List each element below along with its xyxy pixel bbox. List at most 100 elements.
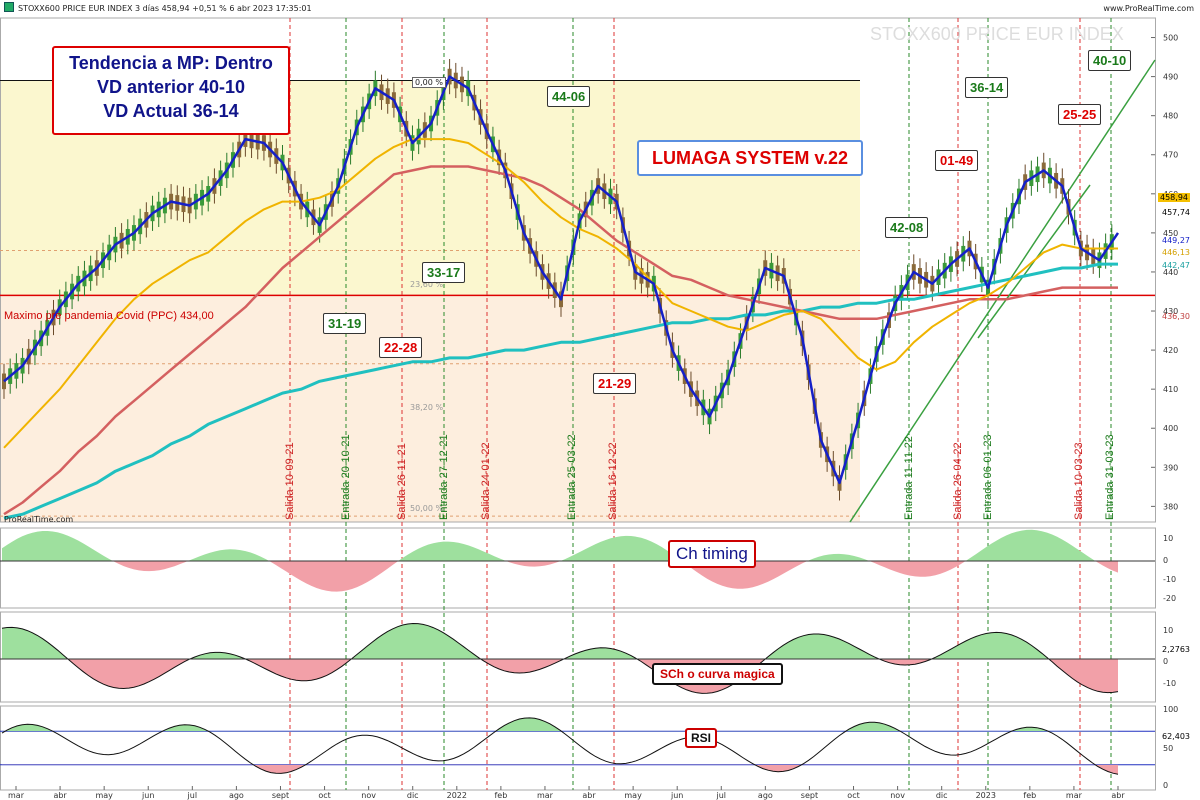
y-tick-label-4: 420 <box>1163 346 1178 355</box>
y-tick-label-6: 440 <box>1163 268 1178 277</box>
footer-brand: ProRealTime.com <box>4 515 74 524</box>
signal-label-7: Salida 16-12-22 <box>607 442 619 520</box>
x-tick-label-23: feb <box>1023 791 1036 800</box>
trendline-1 <box>849 59 1156 523</box>
score-label-6: 42-08 <box>885 217 929 238</box>
ch-axis-0: 10 <box>1163 534 1173 543</box>
rsi-line <box>1 717 1119 775</box>
rsi-value-badge: 62,403 <box>1162 732 1190 741</box>
score-label-10: 40-10 <box>1088 50 1132 71</box>
y-tick-label-2: 400 <box>1163 424 1178 433</box>
y-tick-label-7: 450 <box>1163 229 1178 238</box>
watermark: STOXX600 PRICE EUR INDEX <box>870 24 1124 44</box>
signal-label-1: Salida 10-09-21 <box>284 442 296 520</box>
x-tick-label-4: jul <box>187 791 198 800</box>
x-tick-label-2: may <box>95 791 113 800</box>
price-badge-2: 457,74 <box>1162 208 1190 217</box>
trend-line-2: VD anterior 40-10 <box>96 77 246 97</box>
y-tick-label-12: 500 <box>1163 34 1178 43</box>
signal-label-3: Salida 26-11-21 <box>396 443 408 520</box>
x-tick-label-7: oct <box>318 791 330 800</box>
x-tick-label-12: mar <box>537 791 554 800</box>
signal-label-6: Entrada 25-03-22 <box>566 434 578 520</box>
x-tick-label-5: ago <box>229 791 244 800</box>
rsi-overbought-fill <box>2 717 1118 732</box>
x-tick-label-17: ago <box>758 791 773 800</box>
sch-axis-2: -10 <box>1163 679 1176 688</box>
x-tick-label-6: sept <box>272 791 289 800</box>
panel-border-1 <box>0 527 1156 609</box>
trend-line-1: Tendencia a MP: Dentro <box>69 53 273 73</box>
sch-label: SCh o curva magica <box>652 663 783 685</box>
instrument-icon <box>4 2 14 12</box>
system-title: LUMAGA SYSTEM v.22 <box>637 140 863 176</box>
trend-line-3: VD Actual 36-14 <box>103 101 239 121</box>
sch-axis-0: 10 <box>1163 626 1173 635</box>
rsi-oversold-fill <box>2 764 1118 775</box>
price-badge-last: 458,94 <box>1158 193 1190 202</box>
y-tick-label-1: 390 <box>1163 463 1178 472</box>
ma-red-line <box>3 165 1118 516</box>
score-label-2: 22-28 <box>379 337 423 358</box>
panel-border-0 <box>0 17 1156 523</box>
ma-cyan-line <box>3 262 1118 520</box>
panel-border-2 <box>0 611 1156 703</box>
fib-23-label: 23,60 % <box>410 280 444 289</box>
score-label-4: 44-06 <box>547 86 591 107</box>
rsi-axis-2: 0 <box>1163 781 1168 790</box>
rsi-axis-0: 100 <box>1163 705 1178 714</box>
x-tick-label-0: mar <box>8 791 25 800</box>
ch-timing-area-pos <box>2 529 1118 561</box>
candle-body-0-0 <box>2 373 6 390</box>
x-tick-label-22: 2023 <box>976 791 996 800</box>
x-tick-label-19: oct <box>847 791 859 800</box>
y-tick-label-0: 380 <box>1163 502 1178 511</box>
sch-area-pos <box>2 623 1118 659</box>
panel-border-3 <box>0 705 1156 791</box>
signal-label-5: Salida 24-01-22 <box>480 442 492 520</box>
score-label-1: 31-19 <box>323 313 367 334</box>
rsi-label: RSI <box>685 728 718 748</box>
y-tick-label-5: 430 <box>1163 307 1178 316</box>
fib-0-label: 0,00 % <box>412 77 446 88</box>
price-badge-4: 446,13 <box>1162 248 1190 257</box>
ch-axis-1: 0 <box>1163 556 1168 565</box>
price-badge-5: 442,47 <box>1162 261 1190 270</box>
site-link[interactable]: www.ProRealTime.com <box>1103 4 1194 13</box>
x-tick-label-24: mar <box>1066 791 1083 800</box>
x-tick-label-1: abr <box>53 791 67 800</box>
signal-label-4: Entrada 27-12-21 <box>438 434 450 520</box>
sch-axis-1: 0 <box>1163 657 1168 666</box>
fib-50-label: 50,00 % <box>410 504 444 513</box>
ch-timing-label: Ch timing <box>668 540 756 568</box>
signal-label-11: Salida 10-03-23 <box>1073 442 1085 520</box>
ch-axis-3: -20 <box>1163 594 1176 603</box>
rsi-axis-1: 50 <box>1163 744 1173 753</box>
y-tick-label-3: 410 <box>1163 385 1178 394</box>
y-tick-label-10: 480 <box>1163 112 1178 121</box>
score-label-3: 33-17 <box>422 262 466 283</box>
signal-label-8: Entrada 11-11-22 <box>903 436 915 520</box>
sch-value-badge: 2,2763 <box>1162 645 1190 654</box>
y-tick-label-9: 470 <box>1163 151 1178 160</box>
x-tick-label-25: abr <box>1111 791 1125 800</box>
signal-label-12: Entrada 31-03-23 <box>1104 434 1116 520</box>
x-tick-label-14: may <box>624 791 642 800</box>
score-label-5: 21-29 <box>593 373 637 394</box>
x-tick-label-10: 2022 <box>447 791 467 800</box>
sch-area-neg <box>2 659 1118 694</box>
fib-38-label: 38,20 % <box>410 403 444 412</box>
price-badge-6: 436,30 <box>1162 312 1190 321</box>
ch-axis-2: -10 <box>1163 575 1176 584</box>
signal-label-10: Entrada 06-01-23 <box>982 434 994 520</box>
price-badge-3: 449,27 <box>1162 236 1190 245</box>
x-tick-label-8: nov <box>361 791 376 800</box>
x-tick-label-3: jun <box>141 791 154 800</box>
x-tick-label-21: dic <box>936 791 948 800</box>
score-label-7: 01-49 <box>935 150 979 171</box>
x-tick-label-11: feb <box>494 791 507 800</box>
x-tick-label-9: dic <box>407 791 419 800</box>
chart-header: STOXX600 PRICE EUR INDEX 3 días 458,94 +… <box>0 0 1200 18</box>
y-tick-label-11: 490 <box>1163 73 1178 82</box>
